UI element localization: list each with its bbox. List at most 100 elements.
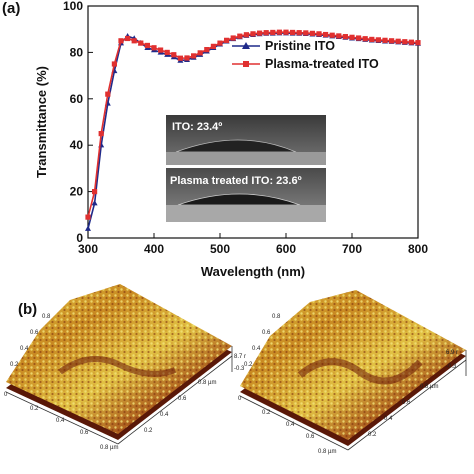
legend-marker-triangle — [242, 42, 250, 49]
data-point — [356, 35, 362, 41]
data-point — [243, 32, 249, 38]
data-point — [290, 29, 296, 36]
afm-right-tick-04: 0.4 — [252, 346, 261, 352]
data-point — [177, 55, 183, 61]
afm-right-tick-b04: 0.4 — [286, 422, 295, 428]
x-tick-label: 400 — [144, 242, 164, 256]
data-point — [270, 29, 276, 36]
y-tick-label: 0 — [76, 231, 83, 245]
x-tick-label: 500 — [210, 242, 230, 256]
legend-label-pristine: Pristine ITO — [265, 39, 335, 53]
data-point — [98, 131, 104, 137]
x-axis-ticks: 300 400 500 600 700 800 — [78, 233, 428, 256]
inset-bottom-label: Plasma treated ITO: 23.6º — [170, 175, 302, 187]
data-point — [237, 33, 243, 39]
afm-axis-left-front — [5, 391, 119, 445]
data-point — [164, 49, 170, 55]
data-point — [92, 189, 98, 195]
afm-left-tick-04: 0.4 — [20, 346, 29, 352]
data-point — [408, 39, 414, 45]
x-tick-label: 300 — [78, 242, 98, 256]
data-point — [118, 38, 124, 44]
data-point — [91, 200, 98, 206]
data-point — [85, 225, 91, 231]
afm-right-z-bottom: -0.3 — [446, 364, 457, 370]
afm-valley-right — [297, 358, 423, 385]
afm-right-rtick-08: 0.8 µm — [420, 384, 438, 390]
legend-label-plasma: Plasma-treated ITO — [265, 57, 379, 71]
data-point — [342, 34, 348, 40]
data-point — [402, 39, 408, 45]
y-tick-label: 60 — [70, 92, 84, 106]
x-tick-label: 800 — [408, 242, 428, 256]
afm-left-rtick-08: 0.8 µm — [198, 380, 216, 386]
data-point — [389, 38, 395, 44]
plot-series — [85, 29, 421, 231]
afm-left-tick-b06: 0.6 — [80, 430, 89, 436]
data-point — [336, 33, 342, 39]
data-point — [184, 55, 190, 61]
data-point — [210, 43, 216, 49]
data-point — [158, 47, 164, 53]
afm-axis-right-left-front — [239, 395, 349, 451]
data-point — [224, 37, 230, 43]
droplet-bottom — [177, 193, 301, 206]
data-point — [415, 40, 421, 46]
afm-image-pristine: 8.7 r -0.3 0.8 0.6 0.4 0.2 0 0.2 0.4 0.6… — [4, 284, 246, 451]
afm-valley-left — [58, 355, 177, 377]
x-axis-label: Wavelength (nm) — [201, 264, 305, 279]
data-point — [125, 35, 131, 42]
afm-right-z-top: 6.9 r — [446, 350, 458, 356]
data-point — [283, 29, 289, 35]
afm-right-tick-b08: 0.8 µm — [318, 449, 336, 455]
data-point — [362, 36, 368, 42]
afm-left-tick-08: 0.8 — [42, 314, 51, 320]
afm-right-rtick-04: 0.4 — [384, 416, 393, 422]
data-point — [296, 30, 302, 36]
data-point — [171, 52, 177, 58]
legend: Pristine ITO Plasma-treated ITO — [232, 39, 379, 71]
afm-right-tick-02: 0.2 — [244, 362, 253, 368]
data-point — [316, 31, 322, 37]
afm-left-tick-0: 0 — [4, 392, 8, 398]
y-axis-label: Transmittance (%) — [34, 66, 49, 178]
inset-contact-angle: ITO: 23.4º Plasma treated ITO: 23.6º — [166, 115, 326, 222]
legend-marker-square — [243, 61, 249, 67]
panel-b-label: (b) — [18, 301, 37, 318]
data-point — [375, 37, 381, 43]
data-point — [197, 50, 203, 56]
data-point — [349, 34, 355, 40]
substrate-top — [166, 152, 326, 165]
afm-axis-right-front — [117, 355, 233, 445]
data-point — [111, 61, 117, 67]
data-point — [138, 40, 144, 46]
y-tick-label: 40 — [70, 138, 84, 152]
afm-right-rtick-06: 0.6 — [402, 400, 411, 406]
data-point — [329, 32, 335, 38]
y-tick-label: 100 — [63, 0, 83, 13]
data-point — [230, 35, 236, 41]
data-point — [144, 42, 150, 49]
data-point — [250, 31, 256, 37]
afm-axis-right-right-front — [347, 359, 467, 451]
data-point — [105, 91, 111, 97]
afm-left-rtick-02: 0.2 — [144, 428, 153, 434]
data-point — [257, 30, 263, 36]
afm-left-rtick-06: 0.6 — [178, 396, 187, 402]
y-tick-label: 20 — [70, 185, 84, 199]
droplet-top — [175, 139, 297, 153]
data-point — [204, 47, 210, 53]
afm-left-tick-b08: 0.8 µm — [100, 445, 118, 451]
afm-left-tick-b02: 0.2 — [30, 406, 39, 412]
afm-right-rtick-02: 0.2 — [368, 432, 377, 438]
data-point — [395, 38, 401, 44]
inset-top-label: ITO: 23.4º — [172, 121, 222, 133]
afm-texture-left — [6, 284, 232, 434]
x-tick-label: 600 — [276, 242, 296, 256]
afm-right-tick-b06: 0.6 — [306, 434, 315, 440]
data-point — [382, 37, 388, 43]
afm-left-z-bottom: -0.3 — [234, 366, 245, 372]
x-tick-label: 700 — [342, 242, 362, 256]
afm-left-tick-06: 0.6 — [30, 330, 39, 336]
